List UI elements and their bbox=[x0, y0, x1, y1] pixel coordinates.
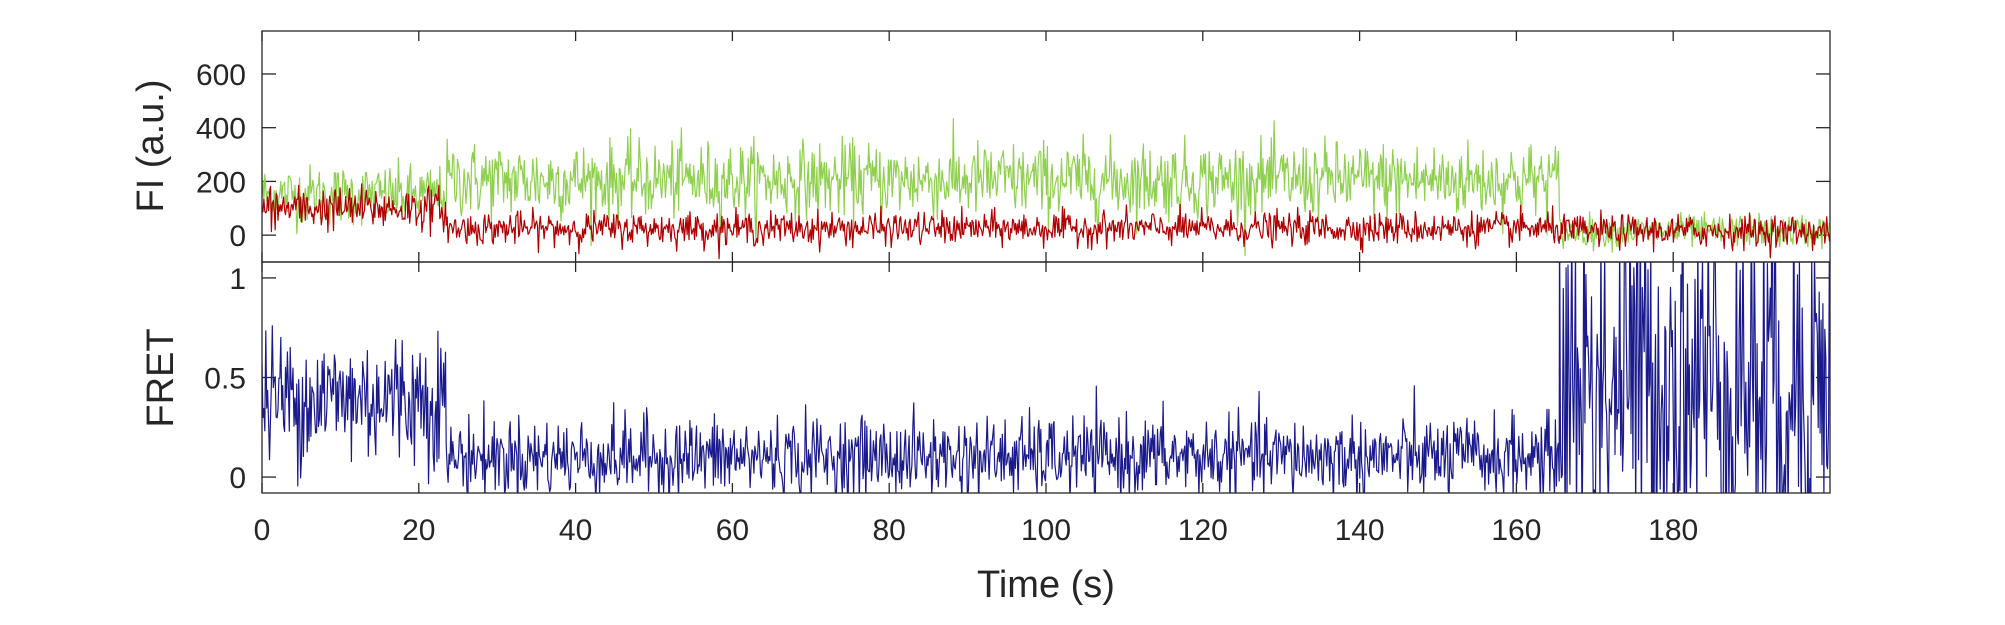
x-tick-label: 140 bbox=[1335, 514, 1385, 547]
intensity-panel: 0 200 400 600 FI (a.u.) bbox=[130, 30, 1831, 263]
x-tick-label: 180 bbox=[1648, 514, 1698, 547]
fret-series-line-0 bbox=[262, 262, 1830, 493]
fret-plot-frame bbox=[261, 261, 1831, 494]
fret-y-tick-label: 1 bbox=[229, 263, 246, 296]
intensity-y-tick-label: 0 bbox=[229, 220, 246, 253]
fret-y-tick-label: 0 bbox=[229, 462, 246, 495]
intensity-y-tick-label: 400 bbox=[196, 113, 246, 146]
fret-y-axis-label: FRET bbox=[140, 328, 182, 427]
intensity-series-line-1 bbox=[262, 183, 1830, 260]
x-tick-label: 120 bbox=[1178, 514, 1228, 547]
intensity-y-tick-label: 200 bbox=[196, 166, 246, 199]
intensity-y-tick-label: 600 bbox=[196, 59, 246, 92]
x-tick-label: 160 bbox=[1491, 514, 1541, 547]
x-tick-label: 80 bbox=[873, 514, 906, 547]
fret-y-tick-label: 0.5 bbox=[204, 363, 246, 396]
x-tick-label: 40 bbox=[559, 514, 592, 547]
fret-panel: 0 0.5 1 0 20 40 60 80 100 120 140 160 180 FRET Time… bbox=[140, 261, 1831, 606]
intensity-y-axis-label: FI (a.u.) bbox=[130, 79, 172, 212]
x-tick-label: 20 bbox=[402, 514, 435, 547]
intensity-series-line-0 bbox=[262, 117, 1830, 257]
x-tick-label: 60 bbox=[716, 514, 749, 547]
x-tick-label: 0 bbox=[254, 514, 271, 547]
x-axis-label: Time (s) bbox=[977, 564, 1115, 606]
x-tick-label: 100 bbox=[1021, 514, 1071, 547]
